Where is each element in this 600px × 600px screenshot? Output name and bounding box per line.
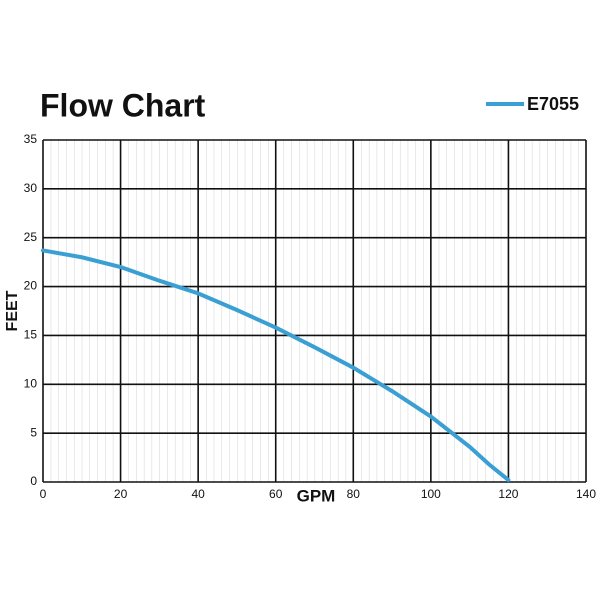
y-tick-label: 35 — [24, 132, 38, 146]
x-tick-label: 0 — [40, 487, 47, 501]
y-tick-label: 30 — [24, 181, 38, 195]
x-axis-label: GPM — [297, 486, 336, 505]
chart-title: Flow Chart — [40, 87, 206, 123]
x-tick-label: 140 — [576, 487, 596, 501]
legend-label: E7055 — [527, 94, 579, 114]
x-tick-label: 60 — [269, 487, 283, 501]
y-tick-label: 15 — [24, 328, 38, 342]
y-tick-label: 0 — [30, 474, 37, 488]
x-tick-label: 120 — [498, 487, 518, 501]
x-tick-label: 100 — [421, 487, 441, 501]
x-tick-label: 40 — [191, 487, 205, 501]
data-line — [41, 248, 511, 483]
y-axis-label: FEET — [4, 290, 21, 331]
minor-grid — [43, 140, 586, 482]
x-tick-label: 20 — [114, 487, 128, 501]
y-tick-label: 5 — [30, 425, 37, 439]
y-tick-label: 10 — [24, 376, 38, 390]
y-tick-label: 20 — [24, 279, 38, 293]
y-tick-label: 25 — [24, 230, 38, 244]
x-tick-label: 80 — [347, 487, 361, 501]
